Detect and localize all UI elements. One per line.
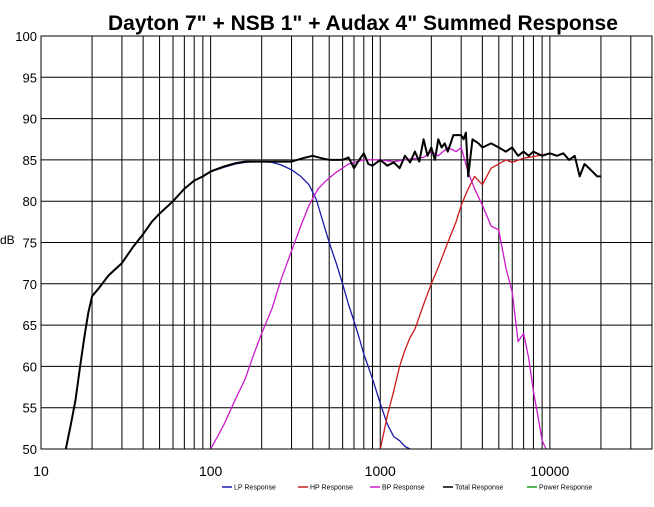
grid-lines xyxy=(40,35,653,450)
legend-label: BP Response xyxy=(382,485,425,492)
y-tick-labels: 100 95 90 85 80 75 70 65 60 55 50 xyxy=(15,29,37,457)
series-lines xyxy=(64,131,601,450)
plot-frame xyxy=(40,35,653,450)
x-tick-label: 100 xyxy=(199,463,223,479)
legend-label: Total Response xyxy=(455,485,503,492)
y-tick-label: 90 xyxy=(23,112,37,127)
legend-label: HP Response xyxy=(310,485,353,492)
legend: LP Response HP Response BP Response Total R… xyxy=(222,485,592,492)
bp-response-line xyxy=(210,146,547,450)
total-response-line xyxy=(64,131,601,450)
y-tick-label: 65 xyxy=(23,318,37,333)
y-tick-label: 55 xyxy=(23,401,37,416)
x-tick-label: 10 xyxy=(33,463,49,479)
y-tick-label: 60 xyxy=(23,359,37,374)
chart-title: Dayton 7" + NSB 1" + Audax 4" Summed Res… xyxy=(108,12,618,35)
y-axis-label: dB xyxy=(0,233,15,247)
legend-label: LP Response xyxy=(234,485,276,492)
legend-label: Power Response xyxy=(539,485,592,492)
hp-response-line xyxy=(379,152,551,450)
y-tick-label: 95 xyxy=(23,70,37,85)
y-tick-label: 75 xyxy=(23,236,37,251)
y-tick-label: 80 xyxy=(23,194,37,209)
y-tick-label: 50 xyxy=(23,442,37,457)
x-tick-label: 1000 xyxy=(365,463,396,479)
y-tick-label: 70 xyxy=(23,277,37,292)
y-tick-label: 100 xyxy=(15,29,37,44)
x-tick-label: 10000 xyxy=(530,463,569,479)
y-tick-label: 85 xyxy=(23,153,37,168)
x-tick-labels: 10 100 1000 10000 xyxy=(33,463,569,479)
